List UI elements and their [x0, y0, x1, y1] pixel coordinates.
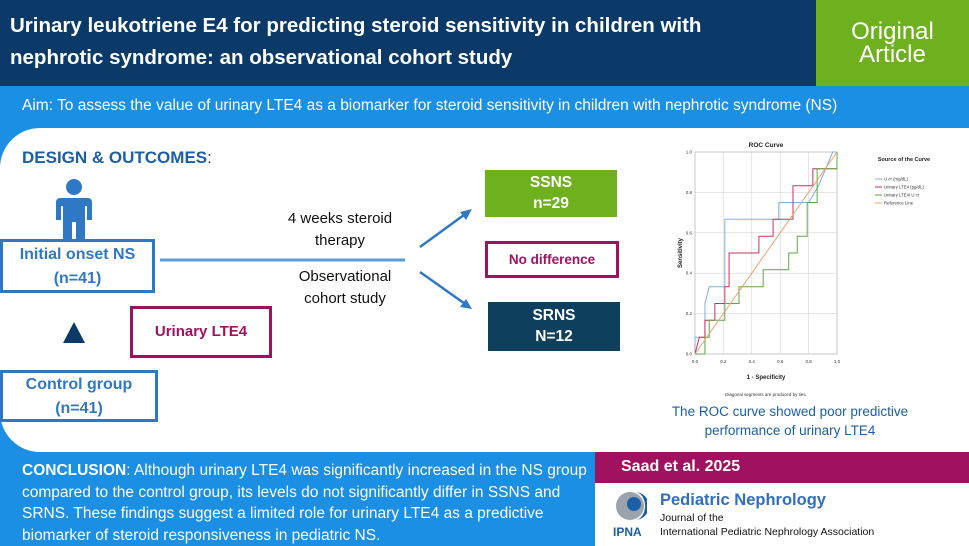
label-line: therapy [314, 232, 366, 249]
journal-association: International Pediatric Nephrology Assoc… [660, 526, 875, 538]
triangle-icon [63, 322, 85, 343]
x-tick-label: 0.2 [720, 359, 727, 364]
initial-onset-ns-box: Initial onset NS (n=41) [0, 239, 155, 293]
person-icon [56, 179, 92, 242]
urinary-lte4-box: Urinary LTE4 [130, 306, 272, 358]
control-group-box: Control group (n=41) [0, 370, 158, 422]
therapy-label: 4 weeks steroid therapy [260, 208, 420, 252]
caption-line: The ROC curve showed poor predictive [671, 404, 909, 419]
box-count: (n=41) [55, 400, 103, 417]
box-count: (n=41) [53, 270, 102, 287]
label-line: Observational [298, 268, 392, 285]
cohort-label: Observational cohort study [260, 266, 430, 310]
x-tick-label: 1.0 [834, 359, 841, 364]
conclusion-text: CONCLUSION: Although urinary LTE4 was si… [22, 460, 592, 546]
ssns-box: SSNS n=29 [485, 170, 617, 217]
box-label: SSNS [529, 174, 573, 191]
arrow-down [419, 270, 469, 308]
chart-footnote: Diagonal segments are produced by ties. [725, 392, 807, 397]
legend-label: Reference Line [884, 201, 914, 206]
x-tick-label: 0.8 [805, 359, 812, 364]
badge-line: Original [851, 18, 934, 45]
arrow-up [419, 210, 469, 249]
ipna-text: IPNA [613, 525, 642, 539]
box-count: N=12 [535, 328, 573, 345]
y-tick-label: 0.6 [686, 230, 693, 235]
aim-text: Aim: To assess the value of urinary LTE4… [22, 97, 838, 114]
heading-text: DESIGN & OUTCOMES [22, 148, 208, 167]
legend-label: Urinary LTE4/ U cr [884, 193, 920, 198]
box-label: Control group [25, 376, 133, 393]
journal-name: Pediatric Nephrology [660, 491, 826, 509]
x-tick-label: 0.6 [777, 359, 784, 364]
citation: Saad et al. 2025 [595, 452, 969, 483]
article-type-badge: Original Article [816, 0, 969, 86]
roc-series-line [694, 152, 838, 355]
roc-series-line [694, 151, 838, 355]
ipna-logo-icon [616, 492, 647, 520]
no-difference-box: No difference [485, 241, 619, 278]
legend-title: Source of the Curve [878, 157, 930, 163]
design-heading: DESIGN & OUTCOMES: [22, 148, 212, 168]
y-tick-label: 0.4 [686, 271, 693, 276]
conclusion-label: CONCLUSION [22, 462, 127, 479]
conclusion-body: : Although urinary LTE4 was significantl… [22, 462, 587, 544]
header-bar [0, 0, 969, 86]
box-label: SRNS [532, 307, 576, 324]
box-label: Initial onset NS [19, 246, 136, 263]
flow-arrows [160, 209, 472, 309]
box-count: n=29 [533, 195, 569, 212]
journal-logo-area: IPNA Pediatric Nephrology Journal of the… [595, 483, 969, 546]
y-tick-label: 0.2 [686, 311, 693, 316]
srns-box: SRNS N=12 [488, 302, 620, 351]
roc-chart: ROC Curve 0.0 0.0 0.2 0.2 0.4 0.4 0.6 0.6 0.8 0.8… [678, 142, 930, 397]
chart-caption: The ROC curve showed poor predictive perf… [660, 402, 920, 440]
x-tick-label: 0.0 [692, 359, 699, 364]
journal-subtitle: Journal of the [660, 512, 724, 524]
roc-series-line [695, 152, 838, 355]
y-axis-label: Sensitivity [678, 237, 684, 268]
heading-colon: : [207, 148, 212, 167]
y-tick-label: 0.0 [686, 352, 693, 357]
legend-label: U cr (mg/dL) [884, 177, 908, 182]
legend-label: Urinary LTE4 (pg/dL) [884, 185, 924, 190]
y-tick-label: 1.0 [686, 150, 693, 155]
page-title: Urinary leukotriene E4 for predicting st… [10, 14, 702, 69]
caption-line: performance of urinary LTE4 [704, 423, 876, 438]
chart-title: ROC Curve [749, 142, 784, 149]
y-tick-label: 0.8 [686, 190, 693, 195]
x-axis-label: 1 - Specificity [747, 375, 786, 381]
badge-line: Article [859, 41, 926, 68]
label-line: cohort study [304, 290, 386, 307]
label-line: 4 weeks steroid [287, 210, 393, 227]
x-tick-label: 0.4 [749, 359, 756, 364]
